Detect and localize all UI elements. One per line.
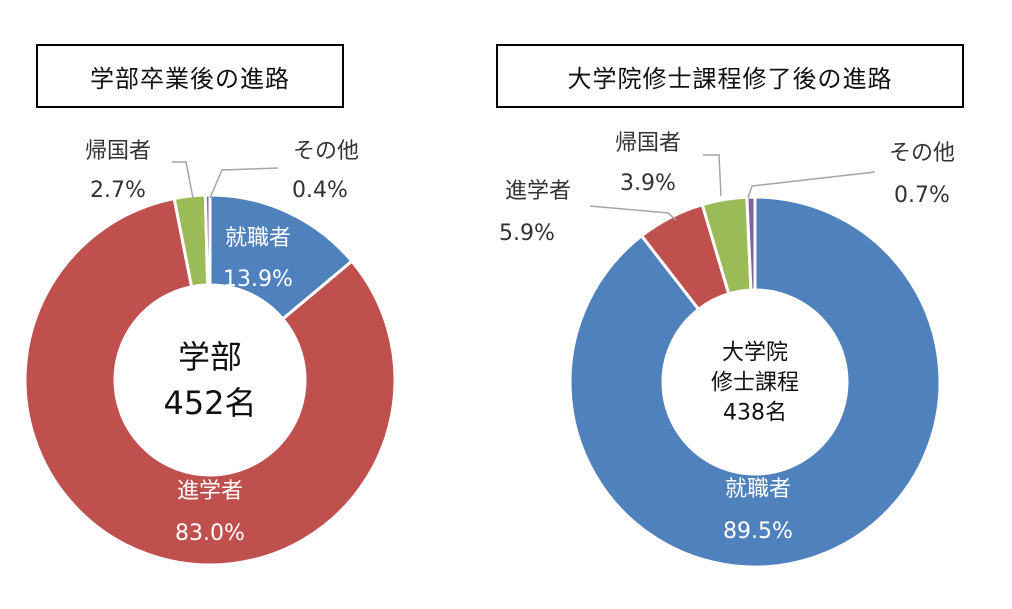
chart-title-masters: 大学院修士課程修了後の進路 — [496, 44, 964, 108]
leader-line-2-4 — [747, 171, 876, 199]
slice-value-2-2: 5.9% — [499, 221, 555, 246]
donut-chart-1: 学部 452名 就職者 13.9% 進学者 83.0% 帰国者 2.7% その他 0.4% — [23, 139, 397, 567]
center-label-1-1: 学部 — [178, 338, 242, 376]
leader-line-2-2 — [589, 205, 677, 221]
slice-value-1-1: 13.9% — [223, 267, 293, 292]
slice-value-2-4: 0.7% — [894, 183, 950, 208]
slice-name-1-3: 帰国者 — [85, 139, 151, 164]
slice-name-1-4: その他 — [293, 139, 359, 164]
slice-value-1-4: 0.4% — [292, 178, 348, 203]
slice-1-2 — [23, 196, 397, 567]
slice-name-2-3: 帰国者 — [615, 131, 681, 156]
leader-line-1-3 — [172, 161, 194, 199]
slice-name-1-2: 進学者 — [177, 479, 243, 504]
slice-2-1 — [568, 195, 942, 569]
slice-name-2-4: その他 — [889, 141, 955, 166]
slice-name-2-1: 就職者 — [725, 477, 791, 502]
center-label-2-1: 大学院 — [722, 341, 788, 366]
leader-line-1-4 — [209, 167, 279, 199]
slice-value-1-3: 2.7% — [90, 178, 146, 203]
center-label-2-2: 修士課程 — [711, 371, 799, 396]
center-label-2-3: 438名 — [723, 401, 787, 426]
slice-name-1-1: 就職者 — [225, 226, 291, 251]
slice-1-4 — [203, 193, 212, 287]
chart-title-undergrad: 学部卒業後の進路 — [36, 44, 344, 108]
slice-name-2-2: 進学者 — [505, 179, 571, 204]
leader-line-2-3 — [703, 154, 722, 197]
slice-value-1-2: 83.0% — [175, 521, 245, 546]
slice-2-4 — [745, 195, 757, 292]
slice-value-2-1: 89.5% — [723, 519, 793, 544]
slice-value-2-3: 3.9% — [620, 171, 676, 196]
center-label-1-2: 452名 — [163, 384, 256, 422]
